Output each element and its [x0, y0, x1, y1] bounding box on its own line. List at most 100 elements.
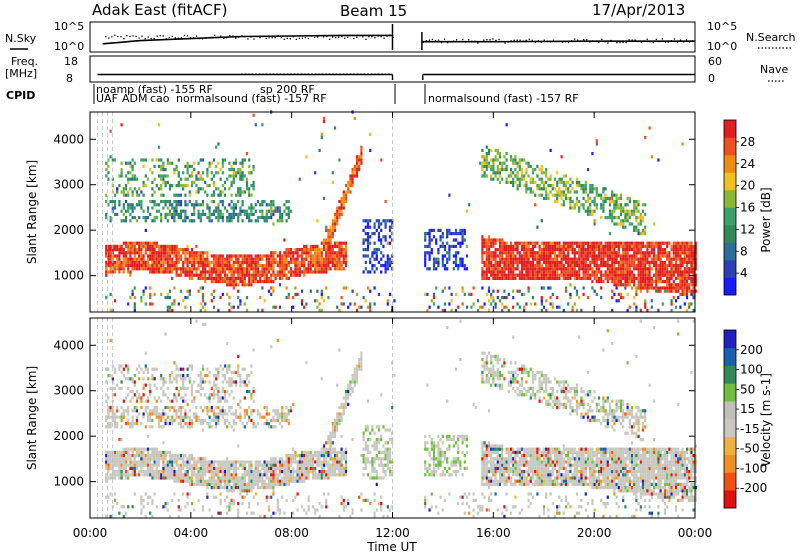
power-cell	[364, 254, 367, 258]
power-cell	[485, 161, 488, 165]
power-cell	[604, 241, 607, 245]
power-cell	[536, 174, 539, 178]
power-cell	[248, 187, 251, 191]
velocity-cell	[215, 482, 218, 486]
power-cell	[553, 193, 557, 197]
velocity-cell	[219, 492, 222, 496]
velocity-cell	[142, 415, 145, 419]
power-cell	[206, 270, 209, 274]
power-cell	[201, 257, 205, 261]
power-cell	[505, 254, 508, 258]
power-cell	[215, 187, 218, 191]
power-cell	[450, 308, 453, 312]
power-cell	[679, 260, 682, 264]
power-cell	[116, 267, 119, 271]
power-cell	[135, 190, 139, 194]
velocity-cell	[188, 422, 191, 426]
power-cell	[250, 171, 253, 175]
power-cell	[595, 139, 598, 143]
velocity-cell	[118, 463, 121, 467]
power-cell	[232, 267, 235, 271]
power-cell	[505, 276, 508, 280]
power-cell	[160, 248, 163, 252]
power-cell	[182, 219, 185, 223]
power-cell	[582, 251, 585, 255]
velocity-cell	[109, 463, 112, 467]
noise-point	[265, 37, 267, 39]
power-cell	[230, 283, 233, 287]
velocity-cell	[144, 367, 147, 371]
power-cell	[210, 276, 213, 280]
power-cell	[556, 257, 559, 261]
power-cell	[228, 168, 231, 172]
power-cell	[175, 264, 178, 268]
velocity-cell	[171, 370, 174, 374]
power-cell	[558, 305, 561, 309]
power-cell	[483, 171, 486, 175]
power-cell	[127, 270, 130, 274]
power-cell	[575, 244, 579, 248]
power-cell	[644, 273, 647, 277]
power-cell	[377, 248, 381, 252]
power-cell	[461, 302, 464, 306]
power-cell	[523, 260, 526, 264]
power-cell	[628, 267, 631, 271]
power-cell	[239, 267, 242, 271]
velocity-cell	[149, 470, 152, 474]
power-cell	[333, 244, 337, 248]
power-cell	[131, 251, 134, 255]
velocity-cell	[146, 502, 150, 506]
noise-point	[486, 39, 488, 41]
power-cell	[292, 273, 295, 277]
power-cell	[127, 260, 130, 264]
power-cell	[133, 260, 136, 264]
velocity-cell	[179, 412, 183, 416]
power-cell	[663, 286, 667, 290]
power-cell	[369, 241, 372, 245]
velocity-cell	[109, 460, 112, 464]
power-cell	[613, 244, 616, 248]
power-cell	[245, 273, 249, 277]
power-cell	[360, 148, 363, 152]
power-cell	[531, 264, 535, 268]
velocity-cell	[201, 508, 205, 512]
velocity-marks	[97, 318, 697, 518]
power-cell	[584, 257, 587, 261]
velocity-cell	[212, 476, 216, 480]
power-cell	[622, 276, 625, 280]
velocity-cell	[173, 476, 176, 480]
power-cell	[615, 257, 618, 261]
power-cell	[666, 286, 669, 290]
velocity-cell	[168, 463, 172, 467]
power-cell	[267, 267, 271, 271]
power-cell	[496, 248, 499, 252]
power-cell	[569, 276, 572, 280]
power-cell	[311, 254, 315, 258]
velocity-cell	[124, 409, 128, 413]
power-cell	[465, 209, 469, 213]
power-cell	[164, 168, 167, 172]
power-cell	[639, 270, 642, 274]
velocity-cell	[182, 457, 185, 461]
power-cell	[694, 257, 697, 261]
power-cell	[635, 228, 638, 232]
power-cell	[657, 264, 660, 268]
power-cell	[646, 289, 649, 293]
power-cell	[523, 158, 526, 162]
power-cell	[593, 260, 596, 264]
power-cell	[239, 174, 242, 178]
power-cell	[496, 238, 499, 242]
velocity-cell	[107, 374, 110, 378]
power-cell	[518, 180, 521, 184]
power-cell	[197, 209, 200, 213]
velocity-cell	[208, 425, 211, 429]
power-cell	[626, 241, 629, 245]
power-cell	[556, 273, 559, 277]
power-cell	[168, 296, 172, 300]
power-cell	[243, 270, 246, 274]
power-cell	[369, 132, 372, 136]
power-cell	[160, 158, 163, 162]
power-cell	[369, 305, 372, 309]
power-cell	[564, 270, 568, 274]
power-cell	[177, 251, 180, 255]
